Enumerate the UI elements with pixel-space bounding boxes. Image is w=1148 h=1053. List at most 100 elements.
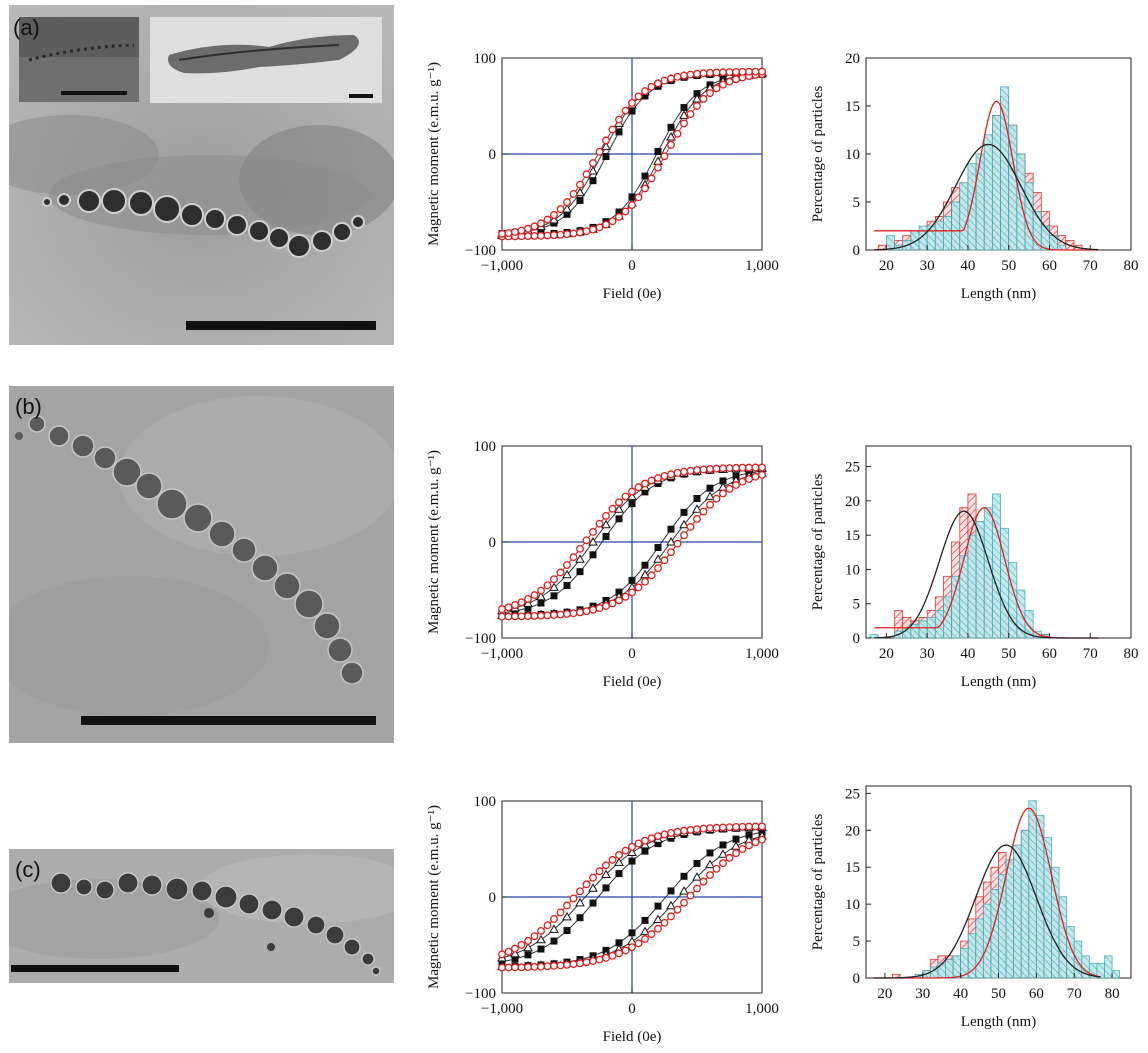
data-point-square — [641, 92, 649, 100]
data-point-square — [563, 210, 571, 218]
data-point-circle — [608, 855, 617, 864]
data-point-circle — [511, 601, 519, 609]
data-point-circle — [699, 877, 708, 886]
data-point-circle — [738, 477, 747, 486]
data-point-square — [680, 104, 688, 112]
data-point-circle — [517, 963, 526, 972]
data-point-circle — [699, 69, 708, 78]
tem-micrograph-b: (b) — [9, 386, 394, 743]
histogram-bar — [1008, 562, 1018, 639]
data-point-circle — [550, 210, 558, 219]
y-tick-label: 100 — [474, 51, 497, 67]
data-point-circle — [680, 119, 688, 128]
data-point-circle — [504, 947, 513, 956]
y-tick-label: 0 — [489, 535, 497, 551]
data-point-circle — [686, 891, 695, 900]
histogram-chart-b: 20 30 40 50 60 70 80 0 5 10 15 20 25 Length (nm) Perce… — [810, 445, 1139, 690]
x-tick-label: −1,000 — [481, 646, 523, 662]
histogram-bar — [1005, 859, 1015, 979]
histogram-bar — [945, 959, 954, 979]
data-point-circle — [595, 604, 604, 613]
data-point-square — [615, 939, 623, 947]
data-point-square — [550, 937, 558, 945]
x-tick-label: 40 — [953, 986, 968, 1002]
data-point-square — [563, 581, 571, 589]
data-point-circle — [569, 894, 578, 903]
data-point-circle — [563, 198, 571, 207]
data-point-circle — [563, 901, 571, 910]
data-point-square — [654, 147, 662, 155]
data-point-circle — [693, 825, 701, 834]
data-point-triangle — [588, 166, 598, 175]
data-point-circle — [608, 951, 617, 960]
data-point-circle — [563, 230, 571, 239]
y-axis-label: Percentage of particles — [810, 814, 826, 951]
histogram-bar — [991, 493, 1001, 639]
data-point-circle — [576, 228, 584, 237]
data-point-triangle — [640, 569, 650, 579]
histogram-bar — [983, 134, 993, 251]
data-point-square — [680, 508, 688, 516]
data-point-circle — [524, 224, 532, 233]
y-axis-label: Magnetic moment (e.m.u. g⁻¹) — [426, 62, 442, 246]
data-point-square — [641, 488, 649, 496]
data-point-circle — [530, 591, 539, 600]
data-point-circle — [517, 612, 526, 621]
data-point-circle — [602, 136, 610, 145]
x-tick-label: 0 — [628, 646, 636, 662]
data-point-circle — [647, 174, 656, 183]
y-tick-label: 0 — [853, 971, 861, 987]
data-point-circle — [543, 581, 552, 590]
data-point-circle — [686, 70, 695, 79]
data-point-square — [615, 870, 623, 878]
y-tick-label: 5 — [853, 195, 861, 211]
y-tick-label: 20 — [845, 494, 860, 510]
x-tick-label: 70 — [1083, 646, 1098, 662]
data-point-circle — [732, 67, 740, 76]
histogram-bar — [1016, 589, 1026, 639]
data-point-circle — [706, 68, 714, 77]
data-point-circle — [660, 152, 669, 161]
data-point-circle — [693, 884, 701, 893]
data-point-circle — [641, 184, 649, 193]
data-point-circle — [621, 106, 630, 115]
data-point-circle — [654, 79, 662, 88]
histogram-bar — [1028, 800, 1037, 979]
data-point-circle — [543, 962, 552, 971]
data-point-circle — [738, 463, 747, 472]
data-point-circle — [751, 822, 760, 831]
data-point-square — [719, 841, 727, 849]
data-point-triangle — [575, 187, 585, 197]
data-point-circle — [686, 522, 695, 531]
data-point-circle — [673, 827, 682, 836]
data-point-circle — [550, 961, 558, 970]
data-point-triangle — [562, 569, 572, 579]
data-point-circle — [654, 474, 662, 482]
panel-label-a: (a) — [13, 15, 40, 40]
data-point-circle — [641, 836, 649, 845]
data-point-circle — [706, 500, 714, 509]
data-point-circle — [751, 463, 760, 472]
histogram-bar — [991, 115, 1001, 251]
data-point-circle — [680, 898, 688, 907]
y-tick-label: 100 — [474, 794, 497, 810]
data-point-square — [667, 123, 675, 131]
histogram-bar — [967, 534, 977, 639]
data-point-triangle — [549, 582, 559, 591]
histogram-bar — [1000, 86, 1010, 251]
data-point-circle — [615, 596, 623, 605]
data-point-circle — [634, 939, 643, 948]
x-tick-label: 1,000 — [745, 646, 779, 662]
data-point-square — [693, 495, 701, 503]
data-point-circle — [576, 544, 584, 553]
data-point-circle — [615, 851, 623, 859]
data-point-circle — [628, 99, 636, 107]
data-point-circle — [576, 887, 584, 896]
data-point-circle — [524, 936, 532, 945]
histogram-plot-b: 20 30 40 50 60 70 80 0 5 10 15 20 25 Length (nm) Perce… — [806, 438, 1146, 708]
data-point-circle — [758, 470, 766, 479]
data-point-circle — [758, 67, 766, 76]
data-point-circle — [543, 231, 552, 240]
x-tick-label: 50 — [1001, 646, 1016, 662]
x-tick-label: 20 — [879, 258, 894, 274]
